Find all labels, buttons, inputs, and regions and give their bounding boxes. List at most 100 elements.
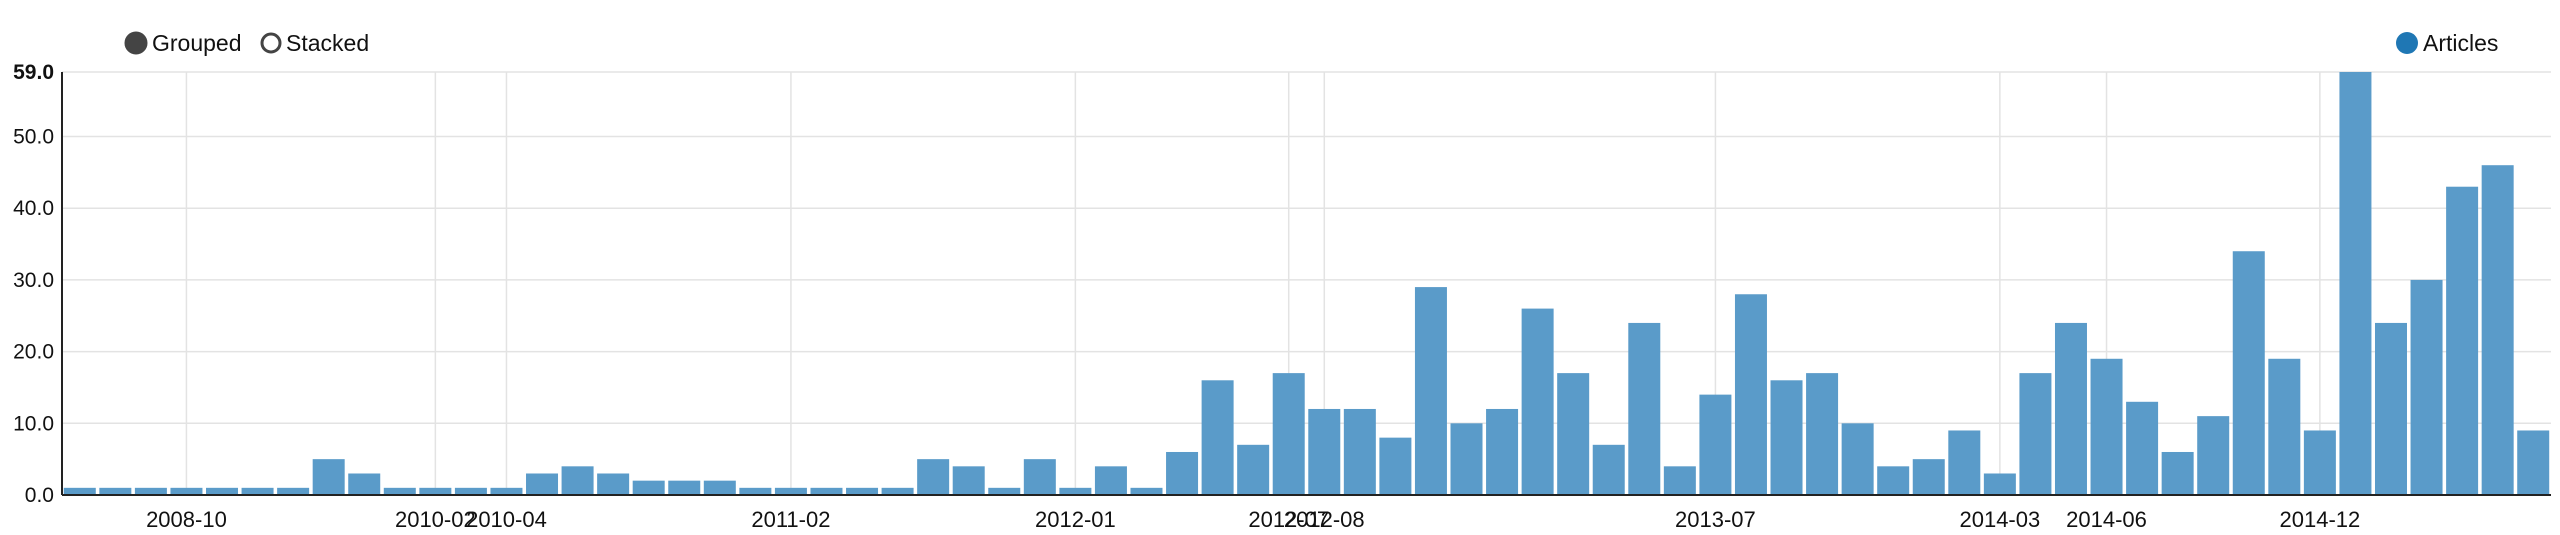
- axes: [61, 72, 2551, 496]
- x-tick-label: 2014-12: [2280, 507, 2361, 532]
- bar[interactable]: [383, 487, 416, 495]
- bar[interactable]: [1486, 408, 1519, 495]
- bar[interactable]: [134, 487, 167, 495]
- stacked-label[interactable]: Stacked: [286, 30, 369, 56]
- y-axis-ticks: 0.0 10.0 20.0 30.0 40.0 50.0 59.0: [13, 61, 54, 507]
- bar[interactable]: [1059, 487, 1092, 495]
- x-tick-label: 2010-04: [466, 507, 547, 532]
- bar[interactable]: [1806, 373, 1839, 495]
- bar[interactable]: [988, 487, 1021, 495]
- bar[interactable]: [2374, 322, 2407, 495]
- bar[interactable]: [952, 466, 985, 495]
- x-tick-label: 2008-10: [146, 507, 227, 532]
- bar[interactable]: [277, 487, 310, 495]
- x-tick-label: 2012-01: [1035, 507, 1116, 532]
- grouped-radio-icon[interactable]: [124, 31, 148, 55]
- bar[interactable]: [419, 487, 452, 495]
- legend-label[interactable]: Articles: [2423, 30, 2498, 56]
- bar[interactable]: [1450, 423, 1483, 495]
- bar[interactable]: [2410, 279, 2443, 495]
- bar[interactable]: [2019, 373, 2052, 495]
- y-tick-label: 10.0: [13, 412, 54, 435]
- y-tick-label: 20.0: [13, 341, 54, 364]
- grouped-label[interactable]: Grouped: [152, 30, 242, 56]
- bar[interactable]: [206, 487, 239, 495]
- bar[interactable]: [1734, 294, 1767, 495]
- bar[interactable]: [1948, 430, 1981, 495]
- bar[interactable]: [1023, 459, 1056, 495]
- bar[interactable]: [1166, 451, 1199, 495]
- bar[interactable]: [1379, 437, 1412, 495]
- bar[interactable]: [2197, 416, 2230, 495]
- bar[interactable]: [99, 487, 132, 495]
- bar[interactable]: [1414, 287, 1447, 495]
- bar[interactable]: [241, 487, 274, 495]
- bar[interactable]: [703, 480, 736, 495]
- bar[interactable]: [526, 473, 559, 495]
- bars: [63, 72, 2550, 496]
- grouped-option[interactable]: Grouped: [124, 30, 242, 56]
- bar[interactable]: [1983, 473, 2016, 495]
- bar[interactable]: [774, 487, 807, 495]
- bar[interactable]: [2517, 430, 2550, 495]
- y-tick-label: 50.0: [13, 126, 54, 149]
- x-tick-label: 2012-08: [1284, 507, 1365, 532]
- bar[interactable]: [632, 480, 665, 495]
- bar[interactable]: [1272, 373, 1305, 495]
- bar[interactable]: [2481, 165, 2514, 496]
- bar[interactable]: [1308, 408, 1341, 495]
- bar[interactable]: [312, 459, 345, 495]
- x-tick-label: 2013-07: [1675, 507, 1756, 532]
- x-tick-label: 2010-02: [395, 507, 476, 532]
- bar[interactable]: [490, 487, 523, 495]
- bar[interactable]: [2446, 186, 2479, 496]
- bar[interactable]: [1841, 423, 1874, 495]
- bar[interactable]: [1912, 459, 1945, 495]
- bar[interactable]: [348, 473, 381, 495]
- bar[interactable]: [170, 487, 203, 495]
- bar[interactable]: [2268, 358, 2301, 495]
- bar[interactable]: [739, 487, 772, 495]
- bar[interactable]: [2232, 251, 2265, 495]
- stacked-radio-icon[interactable]: [260, 32, 282, 54]
- x-tick-label: 2014-06: [2066, 507, 2147, 532]
- y-tick-label: 30.0: [13, 269, 54, 292]
- stacked-option[interactable]: Stacked: [260, 30, 369, 56]
- bar[interactable]: [1521, 308, 1554, 495]
- bar[interactable]: [1699, 394, 1732, 495]
- x-tick-label: 2014-03: [1959, 507, 2040, 532]
- bar[interactable]: [63, 487, 96, 495]
- bar[interactable]: [2303, 430, 2336, 495]
- legend-dot-icon[interactable]: [2396, 32, 2418, 54]
- bar[interactable]: [2126, 401, 2159, 495]
- bar[interactable]: [1770, 380, 1803, 495]
- bar[interactable]: [1343, 408, 1376, 495]
- bar[interactable]: [2090, 358, 2123, 495]
- bar[interactable]: [1201, 380, 1234, 495]
- bar[interactable]: [1877, 466, 1910, 495]
- y-tick-label: 40.0: [13, 197, 54, 220]
- bar[interactable]: [1592, 444, 1625, 495]
- bar[interactable]: [2161, 451, 2194, 495]
- x-tick-label: 2012-07: [1248, 507, 1329, 532]
- bar[interactable]: [1628, 322, 1661, 495]
- bar[interactable]: [1130, 487, 1163, 495]
- bar[interactable]: [846, 487, 879, 495]
- bar[interactable]: [881, 487, 914, 495]
- bar[interactable]: [454, 487, 487, 495]
- bar[interactable]: [1557, 373, 1590, 495]
- y-tick-label: 59.0: [13, 61, 54, 84]
- legend-item-articles[interactable]: Articles: [2396, 30, 2498, 56]
- bar[interactable]: [1237, 444, 1270, 495]
- bar[interactable]: [2339, 72, 2372, 495]
- bar[interactable]: [1663, 466, 1696, 495]
- bar[interactable]: [668, 480, 701, 495]
- bar[interactable]: [2054, 322, 2087, 495]
- bar[interactable]: [810, 487, 843, 495]
- bar[interactable]: [917, 459, 950, 495]
- bar[interactable]: [597, 473, 630, 495]
- bar[interactable]: [561, 466, 594, 495]
- bar[interactable]: [1094, 466, 1127, 495]
